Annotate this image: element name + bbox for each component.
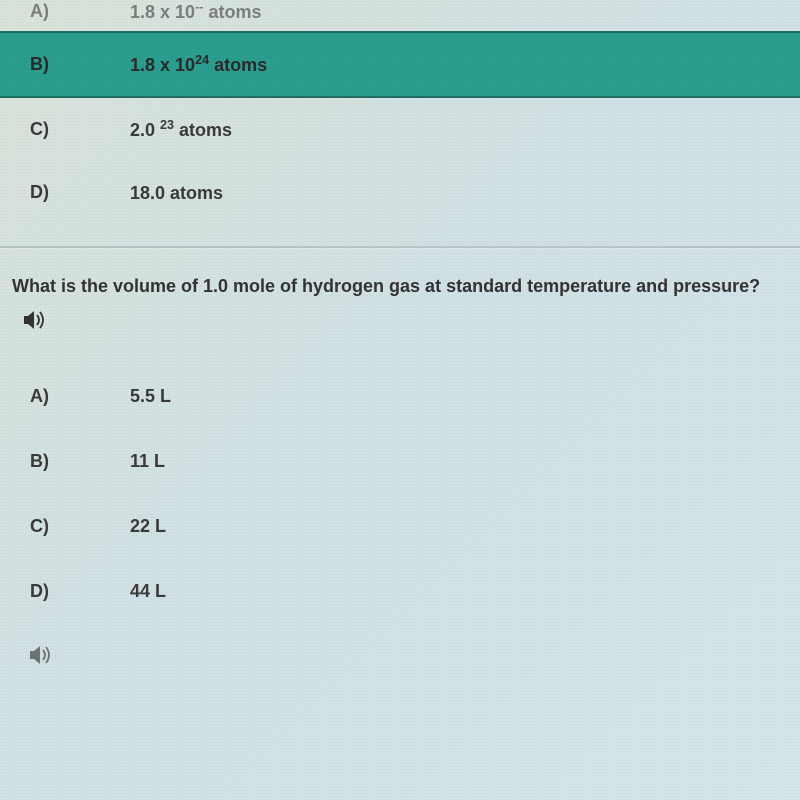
question-text: What is the volume of 1.0 mole of hydrog…	[12, 274, 788, 299]
question2-options: A) 5.5 L B) 11 L C) 22 L D) 44 L	[0, 364, 800, 624]
option-c[interactable]: C) 2.0 23 atoms	[0, 98, 800, 161]
option-a[interactable]: A) 1.8 x 10-- atoms	[0, 0, 800, 31]
option-b-selected[interactable]: B) 1.8 x 1024 atoms	[0, 31, 800, 98]
option-b[interactable]: B) 11 L	[0, 429, 800, 494]
option-d[interactable]: D) 44 L	[0, 559, 800, 624]
option-label: B)	[30, 54, 90, 75]
option-text: 22 L	[130, 516, 166, 537]
option-text: 5.5 L	[130, 386, 171, 407]
option-text: 1.8 x 10-- atoms	[130, 0, 261, 23]
question2-block: What is the volume of 1.0 mole of hydrog…	[0, 248, 800, 346]
option-label: A)	[30, 386, 90, 407]
option-text: 18.0 atoms	[130, 181, 223, 204]
option-label: D)	[30, 581, 90, 602]
option-label: C)	[30, 119, 90, 140]
speaker-icon	[22, 309, 48, 331]
question1-options: A) 1.8 x 10-- atoms B) 1.8 x 1024 atoms …	[0, 0, 800, 224]
speaker-icon	[28, 644, 54, 666]
option-c[interactable]: C) 22 L	[0, 494, 800, 559]
option-label: D)	[30, 182, 90, 203]
option-a[interactable]: A) 5.5 L	[0, 364, 800, 429]
audio-icon[interactable]	[22, 309, 788, 336]
option-text: 2.0 23 atoms	[130, 118, 232, 141]
option-label: C)	[30, 516, 90, 537]
option-label: B)	[30, 451, 90, 472]
option-d[interactable]: D) 18.0 atoms	[0, 161, 800, 224]
option-text: 44 L	[130, 581, 166, 602]
option-label: A)	[30, 1, 90, 22]
option-text: 1.8 x 1024 atoms	[130, 53, 267, 76]
option-text: 11 L	[130, 451, 165, 472]
audio-icon-bottom[interactable]	[28, 644, 800, 671]
